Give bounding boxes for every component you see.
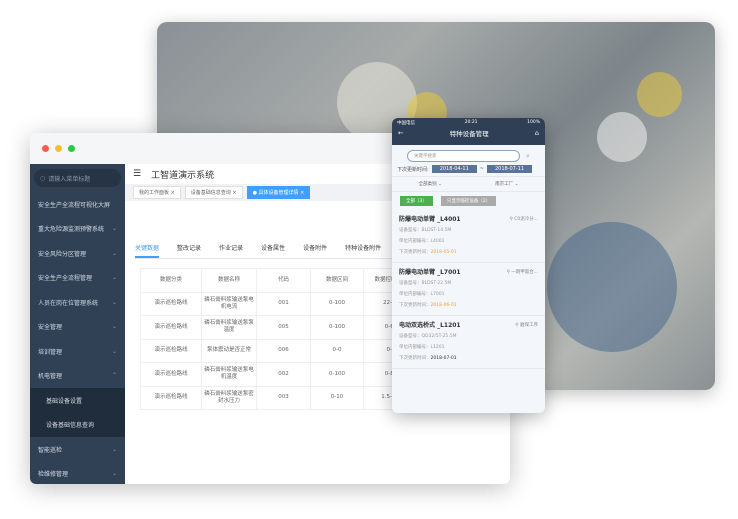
sidebar: ○ 请输入菜单标题 安全生产全流程可视化大屏 重大危险源监测预警系统 ⌄ 安全风险分区管… [30,164,125,484]
table-cell: 003 [256,385,311,410]
menu-search-input[interactable]: ○ 请输入菜单标题 [34,169,121,187]
date-from[interactable]: 2018-04-11 [431,165,477,173]
chevron-down-icon: ⌄ [111,470,117,478]
device-card[interactable]: 电动双选桥式 _L1201 ⚲ 磨煤工序 设备型号：QD32/5T-25.5M 单位… [392,316,545,369]
table-cell: 磷石膏料浆输送泵电机温度 [201,362,257,387]
maximize-button[interactable] [68,145,75,152]
mobile-app: 中国电信 20:21 100% ← 特种设备管理 ⌂ 关键字搜索 ⌕ 下次更新时间: 201… [392,118,545,413]
all-button[interactable]: 全部（3） [400,196,433,206]
table-cell: 演示巡检路线 [140,315,202,340]
sidebar-item[interactable]: 基础设备设置 [30,388,125,413]
device-card[interactable]: 防爆电动单臂 _L7001 ⚲ 一期甲氨合... 设备型号：BLDST-22.5M… [392,263,545,316]
search-icon[interactable]: ⌕ [526,151,530,160]
device-name: 防爆电动单臂 _L4001 [399,216,461,223]
sidebar-item[interactable]: 重大危险源监测预警系统 ⌄ [38,225,117,234]
table-cell: 002 [256,362,311,387]
column-header: 数据名称 [201,268,257,293]
table-cell: 演示巡检路线 [140,385,202,410]
sidebar-item[interactable]: 安全生产全流程可视化大屏 [38,201,111,209]
tag-workspace[interactable]: 我的工作面板 × [133,186,181,199]
device-name: 电动双选桥式 _L1201 [399,322,461,329]
chevron-down-icon: ⌄ [111,298,117,306]
table-cell: 磷石膏料浆输送泵泵温度 [201,315,257,340]
phone-search-input[interactable]: 关键字搜索 [407,150,520,162]
table-cell: 演示巡检路线 [140,338,202,363]
sidebar-item[interactable]: 机电管理 ⌃ [38,372,117,381]
chevron-down-icon: ⌄ [111,274,117,282]
table-cell: 001 [256,291,311,316]
column-header: 数据区间 [310,268,364,293]
table-row: 演示巡检路线 磷石膏料浆输送泵泵温度 005 0-100 0-65 [140,315,419,340]
location-icon: ⚲ [509,217,513,222]
type-filter[interactable]: 全部类别 ⌄ [418,182,442,187]
chevron-down-icon: ⌄ [111,445,117,453]
tab[interactable]: 关键数据 [135,239,160,258]
device-name: 防爆电动单臂 _L7001 [399,269,461,276]
chevron-down-icon: ⌄ [111,347,117,355]
tag-device-query[interactable]: 设备基础信息查询 × [184,186,243,199]
back-arrow-icon[interactable]: ← [398,129,404,137]
tab[interactable]: 特种设备附件 [345,245,382,252]
table-cell: 0-100 [310,315,364,340]
table-cell: 0-0 [310,338,364,363]
sidebar-item[interactable]: 培训管理 ⌄ [38,347,117,356]
table-row: 演示巡检路线 磷石膏料浆输送泵电机电流 001 0-100 22-58 [140,291,419,316]
expiring-button[interactable]: 只显示临检设备（2） [440,196,497,206]
table-row: 演示巡检路线 泵体震动是否正常 006 0-0 0-0 [140,338,419,363]
table-cell: 005 [256,315,311,340]
chevron-down-icon: ⌄ [111,249,117,257]
table-cell: 0-100 [310,362,364,387]
sidebar-item[interactable]: 检维修管理 ⌄ [38,470,117,479]
table-cell: 演示巡检路线 [140,291,202,316]
sidebar-item[interactable]: 人员在岗在位管理系统 ⌄ [38,298,117,307]
phone-title: 特种设备管理 [449,130,489,138]
sidebar-item[interactable]: 智能巡检 ⌄ [38,445,117,454]
data-table: 数据分类 数据名称 代码 数据区间 数据控制区间 演示巡检路线 磷石膏料浆输送泵电机电流 00… [140,268,419,410]
sidebar-item[interactable]: 安全生产全流程管理 ⌄ [38,274,117,283]
column-header: 代码 [256,268,311,293]
column-header: 数据分类 [140,268,202,293]
search-icon: ○ [40,174,46,182]
table-cell: 006 [256,338,311,363]
minimize-button[interactable] [55,145,62,152]
sidebar-item[interactable]: 设备基础信息查询 [30,412,125,437]
table-cell: 0-10 [310,385,364,410]
sidebar-item[interactable]: 安全管理 ⌄ [38,323,117,332]
chevron-up-icon: ⌃ [111,372,117,380]
chevron-down-icon: ⌄ [111,323,117,331]
table-cell: 磷石膏料浆输送泵密封水压力 [201,385,257,410]
tab[interactable]: 设备附件 [303,245,328,252]
device-card[interactable]: 防爆电动单臂 _L4001 ⚲ C0泥冷分... 设备型号：BLDST-14.5M… [392,210,545,263]
tag-device-detail[interactable]: ● 具体设备管理详情 × [246,186,311,199]
date-to[interactable]: 2018-07-11 [486,165,533,173]
chevron-down-icon: ⌄ [111,225,117,233]
home-icon[interactable]: ⌂ [534,129,539,137]
location-icon: ⚲ [515,323,519,328]
page-title: 工智道演示系统 [151,170,215,181]
hamburger-icon[interactable]: ☰ [133,169,142,179]
table-cell: 演示巡检路线 [140,362,202,387]
table-row: 演示巡检路线 磷石膏料浆输送泵电机温度 002 0-100 0-85 [140,362,419,387]
plant-filter[interactable]: 南京工厂 ⌄ [495,182,519,187]
table-cell: 0-100 [310,291,364,316]
close-button[interactable] [42,145,49,152]
table-cell: 泵体震动是否正常 [201,338,257,363]
sidebar-item[interactable]: 安全风险分区管理 ⌄ [38,249,117,258]
table-row: 演示巡检路线 磷石膏料浆输送泵密封水压力 003 0-10 1.5-3.5 [140,385,419,410]
tab[interactable]: 整改记录 [177,245,202,252]
location-icon: ⚲ [506,270,510,275]
tab[interactable]: 作业记录 [219,245,244,252]
tab[interactable]: 设备属性 [261,245,286,252]
table-cell: 磷石膏料浆输送泵电机电流 [201,291,257,316]
